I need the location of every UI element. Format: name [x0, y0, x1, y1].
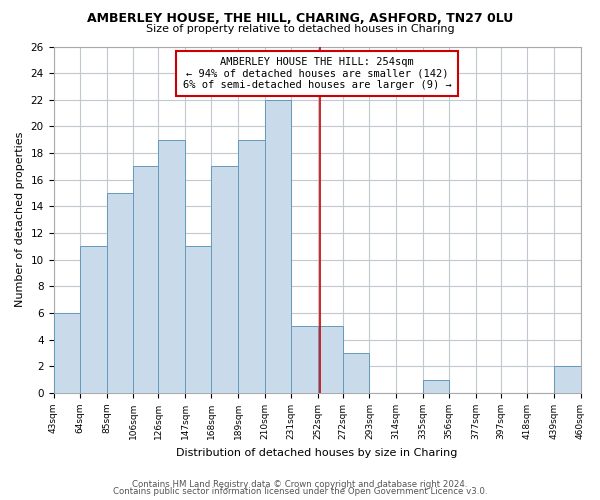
Bar: [422, 380, 449, 393]
Bar: [211, 166, 238, 393]
Text: AMBERLEY HOUSE THE HILL: 254sqm
← 94% of detached houses are smaller (142)
6% of: AMBERLEY HOUSE THE HILL: 254sqm ← 94% of…: [182, 57, 451, 90]
Bar: [291, 326, 317, 393]
Bar: [317, 326, 343, 393]
Bar: [238, 140, 265, 393]
Bar: [158, 140, 185, 393]
Bar: [343, 353, 370, 393]
Bar: [80, 246, 107, 393]
Text: Size of property relative to detached houses in Charing: Size of property relative to detached ho…: [146, 24, 454, 34]
Y-axis label: Number of detached properties: Number of detached properties: [15, 132, 25, 308]
Text: Contains HM Land Registry data © Crown copyright and database right 2024.: Contains HM Land Registry data © Crown c…: [132, 480, 468, 489]
Bar: [265, 100, 291, 393]
Bar: [133, 166, 158, 393]
Text: AMBERLEY HOUSE, THE HILL, CHARING, ASHFORD, TN27 0LU: AMBERLEY HOUSE, THE HILL, CHARING, ASHFO…: [87, 12, 513, 26]
X-axis label: Distribution of detached houses by size in Charing: Distribution of detached houses by size …: [176, 448, 458, 458]
Bar: [185, 246, 211, 393]
Text: Contains public sector information licensed under the Open Government Licence v3: Contains public sector information licen…: [113, 487, 487, 496]
Bar: [554, 366, 581, 393]
Bar: [53, 313, 80, 393]
Bar: [107, 193, 133, 393]
